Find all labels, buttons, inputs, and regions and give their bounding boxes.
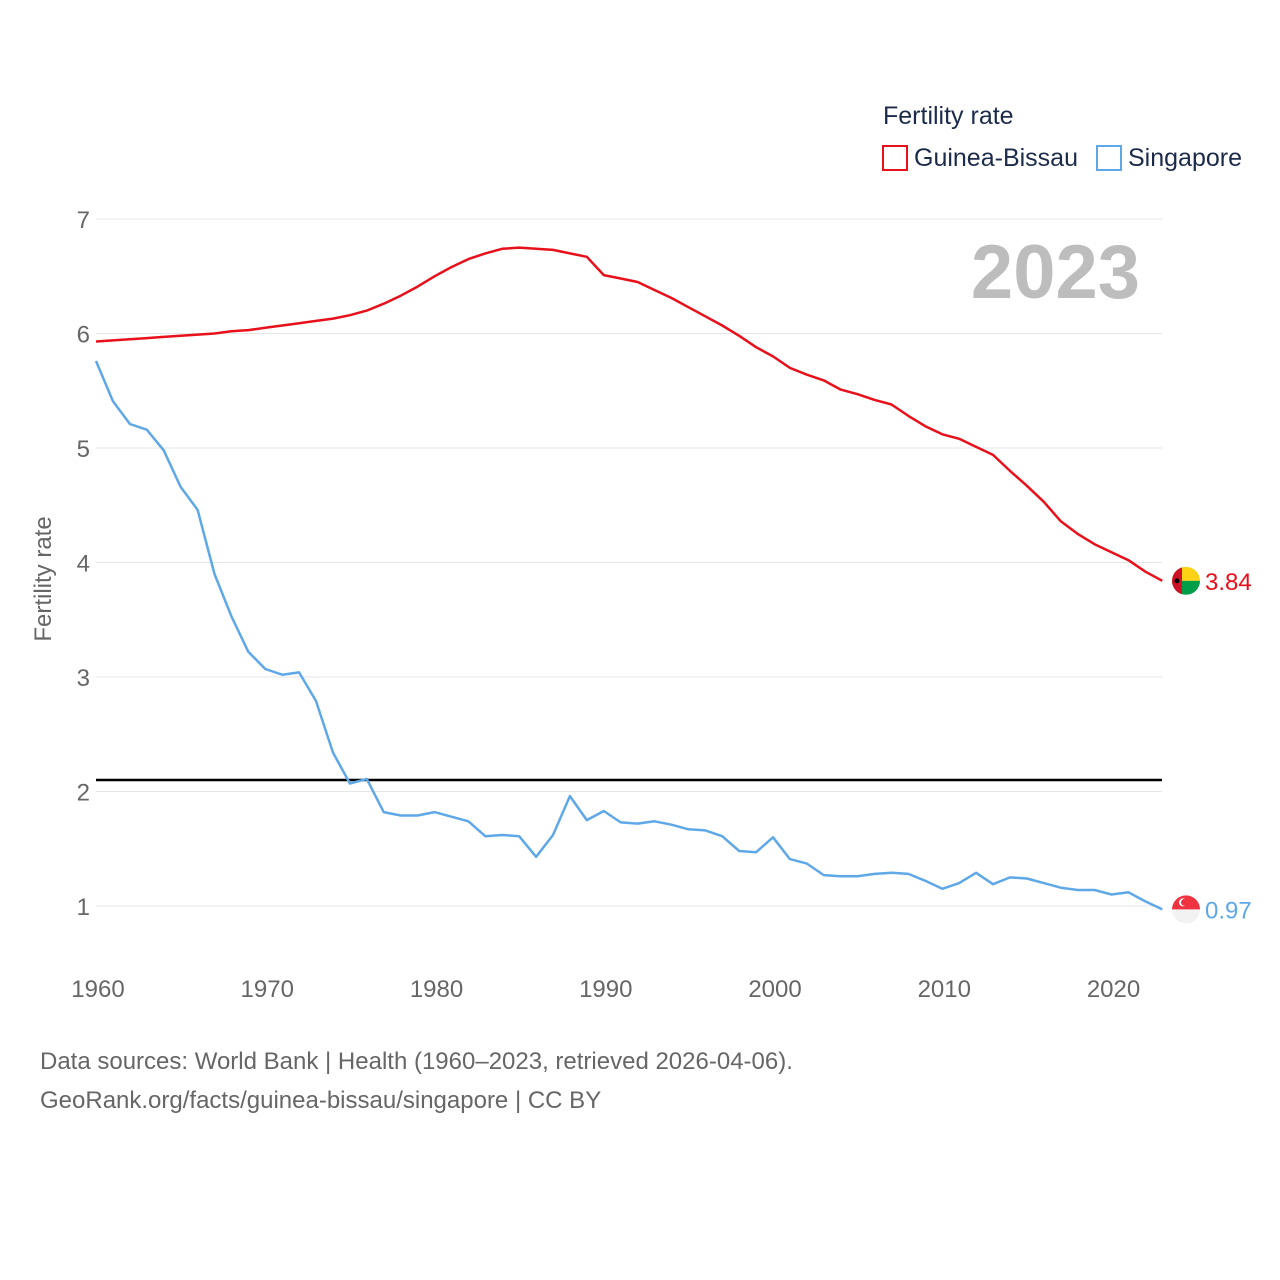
x-tick-label: 1970 xyxy=(241,976,294,1003)
legend-item-guinea-bissau[interactable]: Guinea-Bissau xyxy=(882,144,1078,172)
y-tick-label: 5 xyxy=(77,436,90,463)
x-tick-label: 2020 xyxy=(1087,976,1140,1003)
x-tick-label: 2000 xyxy=(748,976,801,1003)
legend-label: Singapore xyxy=(1128,144,1242,172)
guinea-bissau-flag-icon xyxy=(1172,566,1200,595)
y-axis-ticks: 1 2 3 4 5 6 7 xyxy=(77,207,90,921)
legend[interactable]: Fertility rate Guinea-Bissau Singapore xyxy=(882,102,1242,172)
legend-swatch xyxy=(1096,145,1122,171)
y-tick-label: 3 xyxy=(77,665,90,692)
gridlines xyxy=(96,218,1162,907)
end-markers: 3.84 0.97 xyxy=(1172,566,1252,924)
legend-swatch xyxy=(882,145,908,171)
x-tick-label: 1980 xyxy=(410,976,463,1003)
y-tick-label: 7 xyxy=(77,207,90,234)
legend-item-singapore[interactable]: Singapore xyxy=(1096,144,1242,172)
series-line-singapore xyxy=(94,360,1163,911)
x-tick-label: 2010 xyxy=(918,976,971,1003)
end-value-label: 0.97 xyxy=(1205,897,1252,924)
singapore-flag-icon xyxy=(1172,895,1200,924)
y-tick-label: 2 xyxy=(77,780,90,807)
x-tick-label: 1960 xyxy=(71,976,124,1003)
year-label: 2023 xyxy=(971,230,1140,315)
source-line-2[interactable]: GeoRank.org/facts/guinea-bissau/singapor… xyxy=(40,1087,602,1114)
y-tick-label: 4 xyxy=(77,551,90,578)
series-line-guinea-bissau xyxy=(95,246,1163,582)
legend-title: Fertility rate xyxy=(883,102,1014,130)
y-tick-label: 1 xyxy=(77,894,90,921)
y-axis-title: Fertility rate xyxy=(30,516,57,641)
end-value-label: 3.84 xyxy=(1205,569,1252,596)
y-tick-label: 6 xyxy=(77,322,90,349)
x-axis-ticks: 1960 1970 1980 1990 2000 2010 2020 xyxy=(71,976,1140,1003)
source-line-1: Data sources: World Bank | Health (1960–… xyxy=(40,1048,793,1075)
x-tick-label: 1990 xyxy=(579,976,632,1003)
legend-label: Guinea-Bissau xyxy=(914,144,1078,172)
series-lines xyxy=(94,246,1163,911)
source-note: Data sources: World Bank | Health (1960–… xyxy=(40,1042,793,1120)
